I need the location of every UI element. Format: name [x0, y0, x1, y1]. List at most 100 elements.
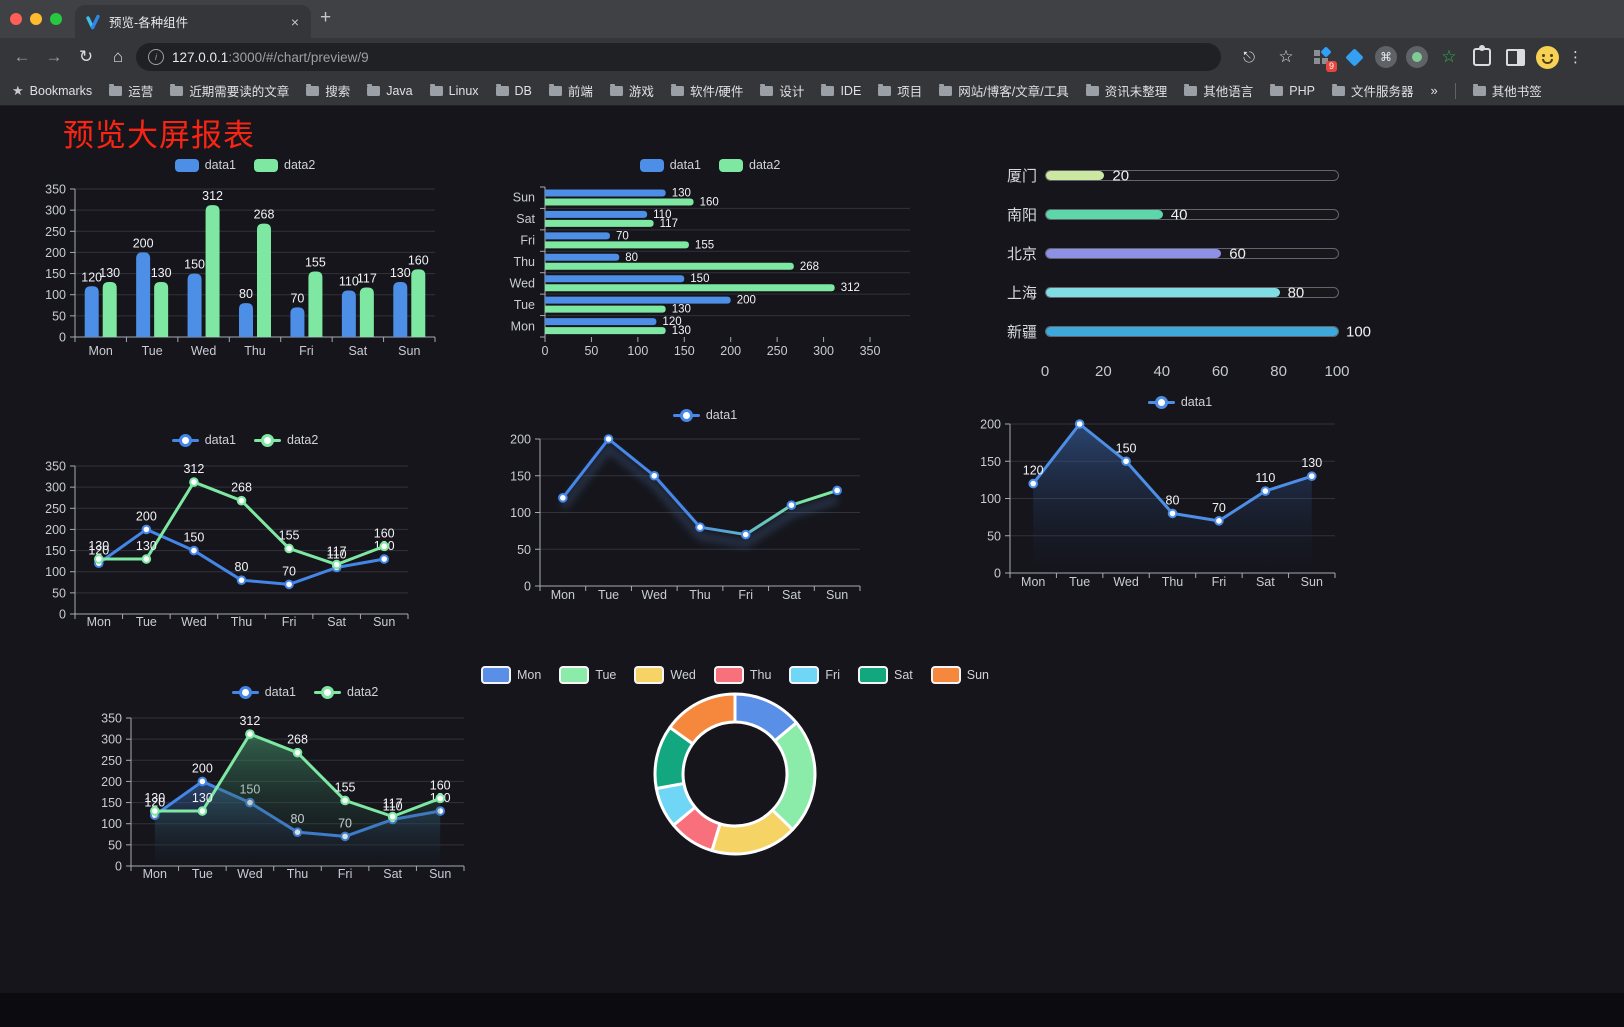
legend-item[interactable]: data2: [314, 685, 378, 699]
svg-text:Thu: Thu: [689, 588, 711, 602]
svg-text:100: 100: [101, 817, 122, 831]
extensions-puzzle-icon[interactable]: [1470, 45, 1494, 69]
other-bookmarks[interactable]: 其他书签: [1472, 81, 1542, 100]
svg-text:Tue: Tue: [1069, 575, 1090, 589]
bookmark-label: 前端: [567, 85, 593, 99]
svg-text:130: 130: [390, 266, 411, 280]
close-window-button[interactable]: [10, 13, 22, 25]
legend-item[interactable]: Wed: [634, 666, 696, 684]
bookmark-folder-item[interactable]: 软件/硬件: [670, 81, 743, 100]
legend-item[interactable]: data2: [254, 433, 318, 447]
svg-text:100: 100: [45, 288, 66, 302]
bookmark-folder-item[interactable]: DB: [495, 83, 532, 98]
extension-grid-icon[interactable]: 9: [1309, 45, 1337, 72]
command-extension-icon[interactable]: ⌘: [1375, 46, 1397, 68]
svg-text:Fri: Fri: [520, 234, 535, 248]
legend-item[interactable]: data1: [174, 158, 236, 172]
home-icon[interactable]: ⌂: [112, 47, 124, 66]
svg-text:70: 70: [616, 230, 629, 242]
svg-text:300: 300: [45, 204, 66, 218]
bookmark-folder-item[interactable]: 其他语言: [1184, 81, 1253, 100]
bookmark-folder-item[interactable]: 前端: [548, 81, 593, 100]
svg-text:350: 350: [101, 712, 122, 726]
svg-text:200: 200: [133, 236, 154, 250]
legend-item[interactable]: data1: [231, 685, 296, 699]
chart-legend: data1 data2: [495, 151, 925, 179]
svg-text:130: 130: [1301, 456, 1322, 470]
svg-text:Sat: Sat: [348, 344, 367, 358]
bookmark-star-icon[interactable]: ☆: [1278, 47, 1294, 66]
svg-text:Sat: Sat: [383, 867, 402, 881]
legend-item[interactable]: data1: [1147, 395, 1212, 409]
svg-text:Sat: Sat: [516, 212, 535, 226]
bookmark-label: PHP: [1289, 83, 1315, 98]
legend-item[interactable]: data2: [719, 158, 780, 172]
folder-icon: [1085, 83, 1099, 96]
bookmark-folder-item[interactable]: 文件服务器: [1331, 81, 1413, 100]
svg-text:0: 0: [59, 608, 66, 622]
legend-item[interactable]: Mon: [480, 666, 541, 684]
back-icon[interactable]: ←: [13, 47, 31, 66]
bookmark-folder-item[interactable]: Linux: [429, 83, 479, 98]
page-title: 预览大屏报表: [63, 118, 255, 153]
legend-item[interactable]: Fri: [789, 666, 840, 684]
legend-item[interactable]: Tue: [559, 666, 616, 684]
evernote-star-icon[interactable]: ☆: [1441, 47, 1457, 66]
svg-text:Mon: Mon: [1021, 575, 1045, 589]
bookmark-folder-item[interactable]: 设计: [760, 81, 804, 100]
bookmark-folder-item[interactable]: 项目: [878, 81, 922, 100]
legend-item[interactable]: Sat: [858, 666, 913, 684]
chart-canvas: [653, 692, 817, 856]
bookmark-folder-item[interactable]: IDE: [821, 83, 861, 98]
zoom-window-button[interactable]: [50, 13, 62, 25]
new-tab-button[interactable]: +: [320, 7, 332, 28]
bookmark-folder-item[interactable]: PHP: [1270, 83, 1315, 98]
svg-text:50: 50: [108, 838, 122, 852]
svg-text:Sun: Sun: [429, 867, 451, 881]
svg-text:Wed: Wed: [1113, 575, 1139, 589]
legend-item[interactable]: data1: [171, 433, 236, 447]
legend-item[interactable]: data2: [254, 158, 315, 172]
bookmark-folder-item[interactable]: 网站/博客/文章/工具: [939, 81, 1069, 100]
bookmark-folder-item[interactable]: Java: [367, 83, 413, 98]
bookmarks-overflow-chevron[interactable]: »: [1430, 83, 1438, 98]
folder-icon: [1472, 83, 1486, 96]
legend-item[interactable]: Sun: [930, 666, 989, 684]
bookmarks-root[interactable]: ★ Bookmarks: [12, 83, 92, 99]
folder-icon: [548, 83, 562, 96]
legend-item[interactable]: Thu: [713, 666, 771, 684]
minimize-window-button[interactable]: [30, 13, 42, 25]
svg-text:300: 300: [813, 344, 834, 358]
reload-icon[interactable]: ↻: [78, 47, 94, 66]
svg-text:100: 100: [980, 492, 1001, 506]
site-info-icon[interactable]: i: [148, 49, 164, 65]
bookmark-folder-item[interactable]: 游戏: [609, 81, 654, 100]
legend-item[interactable]: data1: [639, 158, 701, 172]
bookmark-folder-item[interactable]: 运营: [109, 81, 153, 100]
forward-icon[interactable]: →: [45, 47, 63, 66]
svg-text:50: 50: [987, 529, 1001, 543]
bookmark-folder-item[interactable]: 资讯未整理: [1085, 81, 1167, 100]
browser-tab[interactable]: 预览-各种组件 ×: [75, 5, 311, 38]
legend-item[interactable]: data1: [672, 408, 737, 422]
tab-close-icon[interactable]: ×: [290, 13, 299, 30]
svg-text:100: 100: [45, 565, 66, 579]
tab-strip: 预览-各种组件 × +: [0, 0, 1624, 38]
profile-avatar[interactable]: [1536, 45, 1559, 69]
svg-text:50: 50: [517, 543, 531, 557]
bookmark-folder-item[interactable]: 搜索: [306, 81, 350, 100]
recorder-extension-icon[interactable]: [1406, 46, 1428, 68]
address-bar[interactable]: i 127.0.0.1:3000/#/chart/preview/9: [136, 43, 1221, 71]
menu-kebab-icon[interactable]: ⋮: [1568, 49, 1583, 66]
svg-text:0: 0: [59, 331, 66, 345]
share-icon[interactable]: ⎋: [1243, 48, 1255, 66]
svg-text:150: 150: [1116, 441, 1137, 455]
progress-row: 北京 60: [990, 234, 1400, 273]
url-text[interactable]: 127.0.0.1:3000/#/chart/preview/9: [172, 50, 369, 65]
side-panel-icon[interactable]: [1503, 45, 1527, 69]
vue-devtools-icon[interactable]: [1342, 45, 1366, 69]
bookmark-label: Linux: [448, 83, 479, 98]
bookmark-folder-item[interactable]: 近期需要读的文章: [170, 81, 289, 100]
svg-text:Tue: Tue: [192, 867, 213, 881]
svg-text:200: 200: [510, 433, 531, 447]
